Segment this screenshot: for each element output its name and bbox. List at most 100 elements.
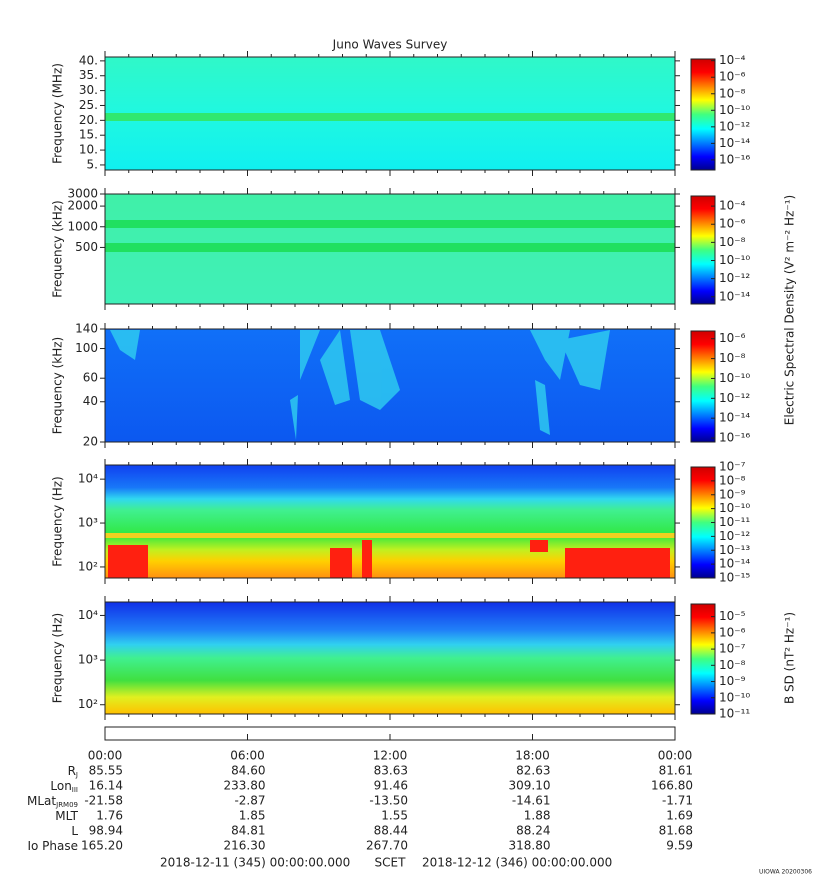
colorbar-tick-label: 10⁻¹² [719,119,750,133]
colorbar-tick-label: 10⁻¹¹ [719,707,750,721]
row-label: MLatJRM09 [27,794,78,810]
colorbar-tick-label: 10⁻¹² [719,391,750,405]
row-value: 83.63 [374,764,408,778]
colorbar-label: B SD (nT² Hz⁻¹) [783,612,797,704]
colorbar-tick-label: 10⁻¹³ [719,543,750,557]
row-label: MLT [55,809,78,823]
colorbar-tick-label: 10⁻¹⁶ [719,152,750,166]
row-label-text: L [71,824,78,838]
time-label: 18:00 [515,749,550,763]
y-tick-label: 10³ [78,653,98,667]
row-label-text: MLT [55,809,78,823]
colorbar-tick-label: 10⁻¹² [719,529,750,543]
colorbar-tick-label: 10⁻¹⁰ [719,103,750,117]
row-value: 1.69 [666,809,693,823]
colorbar [690,195,716,305]
y-tick-label: 15. [79,128,98,142]
colorbar-tick-label: 10⁻¹¹ [719,515,750,529]
row-value: 88.24 [516,824,550,838]
y-tick-label: 500 [75,240,98,254]
row-value: 84.81 [231,824,265,838]
colorbar-tick-label: 10⁻⁷ [719,642,746,656]
colorbar-tick-label: 10⁻¹⁴ [719,289,750,303]
time-label: 06:00 [230,749,265,763]
row-value: 165.20 [81,839,123,853]
row-value: 84.60 [231,764,265,778]
colorbar-tick-label: 10⁻¹⁰ [719,501,750,515]
colorbar-tick-label: 10⁻⁸ [719,473,746,487]
colorbar-tick-label: 10⁻⁸ [719,86,746,100]
colorbar-tick-label: 10⁻¹⁶ [719,431,750,445]
y-axis-label: Frequency (Hz) [51,476,65,567]
row-value: -14.61 [512,794,551,808]
colorbar-tick-label: 10⁻⁷ [719,460,746,474]
row-value: 82.63 [516,764,550,778]
row-label-sub: III [72,786,78,794]
colorbar-tick-label: 10⁻⁹ [719,674,746,688]
colorbar-tick-label: 10⁻⁴ [719,199,746,213]
y-tick-label: 10² [78,697,98,711]
row-value: 318.80 [509,839,551,853]
row-value: 1.88 [524,809,551,823]
y-tick-label: 5. [87,157,98,171]
row-value: 85.55 [89,764,123,778]
y-tick-label: 10⁴ [78,472,98,486]
y-tick-label: 140 [75,322,98,336]
y-axis-label: Frequency (Hz) [51,613,65,704]
row-value: 1.55 [381,809,408,823]
y-axis-label: Frequency (MHz) [51,63,65,164]
row-value: 1.76 [96,809,123,823]
colorbar-tick-label: 10⁻⁵ [719,609,746,623]
y-tick-label: 35. [79,68,98,82]
row-value: 98.94 [89,824,123,838]
y-tick-label: 1000 [67,219,98,233]
y-tick-label: 30. [79,83,98,97]
footer-stamp: UIOWA 20200306 [759,869,812,876]
colorbar [690,330,716,443]
row-value: 9.59 [666,839,693,853]
colorbar-tick-label: 10⁻⁸ [719,235,746,249]
row-value: -2.87 [234,794,265,808]
colorbar [690,603,716,715]
footer-start: 2018-12-11 (345) 00:00:00.000 [160,856,350,870]
colorbar-tick-label: 10⁻¹² [719,271,750,285]
y-tick-label: 2000 [67,199,98,213]
row-value: 81.68 [659,824,693,838]
colorbar-tick-label: 10⁻¹⁴ [719,411,750,425]
colorbar-tick-label: 10⁻⁶ [719,217,746,231]
spectrogram-art [104,57,676,741]
y-tick-label: 10³ [78,516,98,530]
footer-end: 2018-12-12 (346) 00:00:00.000 [422,856,612,870]
y-tick-label: 40 [83,394,98,408]
row-label: LonIII [50,779,78,795]
time-label: 00:00 [88,749,123,763]
row-value: 267.70 [366,839,408,853]
y-tick-label: 3000 [67,187,98,201]
row-value: 88.44 [374,824,408,838]
colorbar-tick-label: 10⁻⁹ [719,487,746,501]
row-value: 81.61 [659,764,693,778]
colorbar-tick-label: 10⁻¹⁴ [719,136,750,150]
y-tick-label: 100 [75,341,98,355]
row-value: 166.80 [651,779,693,793]
colorbar-label: Electric Spectral Density (V² m⁻² Hz⁻¹) [783,195,797,425]
y-tick-label: 10⁴ [78,608,98,622]
row-value: -1.71 [662,794,693,808]
colorbar-tick-label: 10⁻¹⁵ [719,571,750,585]
row-value: 1.85 [239,809,266,823]
footer-center: SCET [375,856,407,870]
y-tick-label: 25. [79,98,98,112]
y-tick-label: 10. [79,143,98,157]
row-value: 233.80 [224,779,266,793]
row-label-text: R [68,764,76,778]
y-tick-label: 40. [79,53,98,67]
y-axis-label: Frequency (kHz) [51,337,65,434]
title: Juno Waves Survey [332,38,448,52]
colorbar-tick-label: 10⁻¹⁰ [719,253,750,267]
row-label: L [71,824,78,838]
colorbar-tick-label: 10⁻⁶ [719,625,746,639]
y-tick-label: 10² [78,559,98,573]
row-value: -21.58 [84,794,123,808]
time-label: 00:00 [658,749,693,763]
